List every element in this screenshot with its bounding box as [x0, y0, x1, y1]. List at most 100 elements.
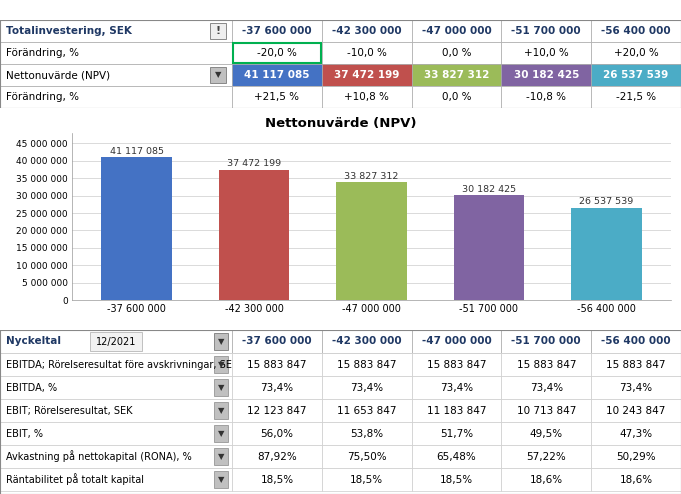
Text: Nyckeltal: Nyckeltal	[6, 336, 61, 346]
Bar	[411, 468, 501, 491]
Bar	[232, 445, 322, 468]
Text: Totalinvesteringens inverkan på lönsamheten: Totalinvesteringens inverkan på lönsamhe…	[180, 3, 501, 17]
Bar	[322, 445, 411, 468]
Text: EBITDA, %: EBITDA, %	[6, 382, 57, 393]
Bar	[322, 422, 411, 445]
Bar	[591, 330, 681, 353]
Bar	[591, 42, 681, 64]
Text: 73,4%: 73,4%	[350, 382, 383, 393]
Bar	[322, 330, 411, 353]
Text: 73,4%: 73,4%	[440, 382, 473, 393]
Bar	[210, 23, 226, 39]
Text: EBITDA; Rörelseresultat före avskrivningar, SE: EBITDA; Rörelseresultat före avskrivning…	[6, 360, 232, 370]
Bar	[322, 376, 411, 399]
Bar	[591, 20, 681, 42]
Bar	[0, 353, 232, 376]
Bar	[232, 330, 322, 353]
Text: 50,29%: 50,29%	[616, 452, 656, 461]
Bar	[101, 157, 172, 300]
Text: 51,7%: 51,7%	[440, 428, 473, 439]
Text: EBIT; Rörelseresultat, SEK: EBIT; Rörelseresultat, SEK	[6, 406, 133, 415]
Bar	[411, 353, 501, 376]
Bar	[0, 468, 232, 491]
Bar	[591, 445, 681, 468]
Bar	[411, 376, 501, 399]
Text: 73,4%: 73,4%	[530, 382, 563, 393]
Bar	[591, 468, 681, 491]
Text: -10,0 %: -10,0 %	[347, 48, 387, 58]
Text: 30 182 425: 30 182 425	[462, 185, 516, 194]
Bar	[214, 333, 228, 350]
Text: ▼: ▼	[218, 429, 224, 438]
Bar	[0, 42, 232, 64]
Bar	[232, 20, 322, 42]
Text: 47,3%: 47,3%	[620, 428, 652, 439]
Bar	[591, 399, 681, 422]
Text: 18,5%: 18,5%	[350, 475, 383, 485]
Bar	[233, 43, 321, 63]
Bar	[571, 207, 642, 300]
Bar	[501, 422, 591, 445]
Text: Räntabilitet på totalt kapital: Räntabilitet på totalt kapital	[6, 474, 144, 486]
Bar	[90, 332, 142, 351]
Bar	[411, 445, 501, 468]
Text: -20,0 %: -20,0 %	[257, 48, 297, 58]
Text: +21,5 %: +21,5 %	[255, 92, 300, 102]
Bar	[501, 42, 591, 64]
Bar	[411, 20, 501, 42]
Text: -56 400 000: -56 400 000	[601, 336, 671, 346]
Text: ▼: ▼	[218, 337, 224, 346]
Text: Avkastning på nettokapital (RONA), %: Avkastning på nettokapital (RONA), %	[6, 451, 192, 462]
Bar	[0, 422, 232, 445]
Text: 15 883 847: 15 883 847	[247, 360, 306, 370]
Text: 15 883 847: 15 883 847	[427, 360, 486, 370]
Text: EBIT, %: EBIT, %	[6, 428, 43, 439]
Text: 12/2021: 12/2021	[96, 336, 136, 346]
Bar	[214, 471, 228, 488]
Text: Totalinvestering, SEK: Totalinvestering, SEK	[6, 26, 132, 36]
Bar	[232, 399, 322, 422]
Text: ▼: ▼	[218, 383, 224, 392]
Text: -37 600 000: -37 600 000	[242, 26, 312, 36]
Bar	[591, 86, 681, 108]
Bar	[411, 422, 501, 445]
Bar	[501, 20, 591, 42]
Text: 37 472 199: 37 472 199	[334, 70, 399, 80]
Bar	[501, 86, 591, 108]
Bar	[232, 376, 322, 399]
Text: 49,5%: 49,5%	[530, 428, 563, 439]
Text: -51 700 000: -51 700 000	[511, 336, 581, 346]
Text: ▼: ▼	[218, 452, 224, 461]
Text: 10 713 847: 10 713 847	[517, 406, 576, 415]
Bar	[210, 67, 226, 83]
Bar	[411, 86, 501, 108]
Bar	[591, 353, 681, 376]
Text: ▼: ▼	[215, 71, 221, 80]
Text: 87,92%: 87,92%	[257, 452, 297, 461]
Text: 15 883 847: 15 883 847	[517, 360, 576, 370]
Text: 33 827 312: 33 827 312	[345, 172, 398, 181]
Bar	[501, 445, 591, 468]
Bar	[411, 42, 501, 64]
Text: Förändring, %: Förändring, %	[6, 48, 79, 58]
Text: 12 123 847: 12 123 847	[247, 406, 306, 415]
Bar	[591, 422, 681, 445]
Text: 53,8%: 53,8%	[350, 428, 383, 439]
Text: -37 600 000: -37 600 000	[242, 336, 312, 346]
Text: 18,5%: 18,5%	[260, 475, 294, 485]
Text: -51 700 000: -51 700 000	[511, 26, 581, 36]
Text: -21,5 %: -21,5 %	[616, 92, 656, 102]
Bar	[0, 376, 232, 399]
Bar	[214, 402, 228, 419]
Text: 18,5%: 18,5%	[440, 475, 473, 485]
Text: 75,50%: 75,50%	[347, 452, 387, 461]
Text: ▼: ▼	[218, 406, 224, 415]
Text: 30 182 425: 30 182 425	[513, 70, 579, 80]
Text: Förändring, %: Förändring, %	[6, 92, 79, 102]
Bar	[591, 376, 681, 399]
Bar	[0, 445, 232, 468]
Text: 73,4%: 73,4%	[260, 382, 294, 393]
Bar	[322, 42, 411, 64]
Bar	[322, 86, 411, 108]
Bar	[501, 64, 591, 86]
